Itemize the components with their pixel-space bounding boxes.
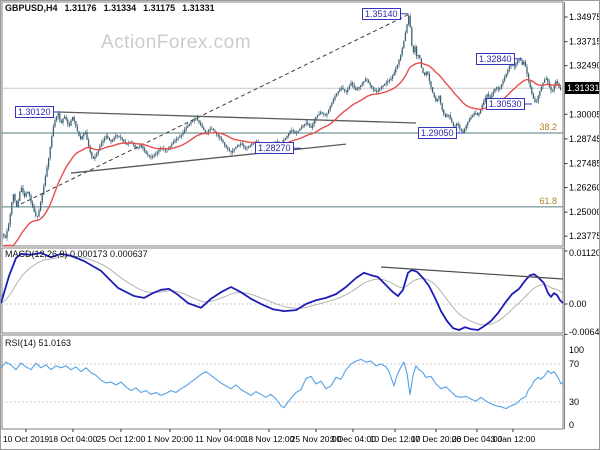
price-flag-13012: 1.30120	[15, 106, 54, 118]
time-axis-label[interactable]: 18 Nov 12:00	[244, 434, 295, 444]
chart-header: GBPUSD,H4 1.31176 1.31334 1.31175 1.3133…	[5, 3, 215, 13]
rsi-panel-area[interactable]	[1, 334, 564, 430]
rsi-line	[1, 358, 564, 410]
bar-close-value: 1.31331	[182, 3, 215, 13]
channel-trendline	[70, 143, 347, 174]
rsi-axis-label: 0	[569, 420, 574, 430]
macd-signal-line	[1, 255, 563, 326]
time-axis-label[interactable]: 3 Dec 04:00	[330, 434, 376, 444]
time-axis-label[interactable]: 17 Dec 20:00	[411, 434, 462, 444]
macd-indicator-label: MACD(12,26,9) 0.000173 0.000637	[5, 249, 148, 259]
time-axis-label[interactable]: 25 Oct 12:00	[97, 434, 146, 444]
symbol-period-label: GBPUSD,H4	[5, 3, 58, 13]
price-axis-label: 1.26260	[569, 183, 600, 193]
channel-trendline	[57, 111, 417, 124]
macd-axis-label: 0.011209	[569, 248, 600, 258]
rsi-axis-label: 30	[569, 397, 579, 407]
macd-axis-label: -0.00642	[569, 327, 600, 337]
price-flag-13284: 1.32840	[476, 53, 515, 65]
fib-level-label: 61.8	[539, 196, 557, 206]
macd-main-line	[1, 251, 564, 331]
price-flag-13053: 1.30530	[486, 98, 525, 110]
price-flag-12827: 1.28270	[255, 142, 294, 154]
actionforex-watermark: ActionForex.com	[101, 32, 252, 53]
rsi-axis-label: 70	[569, 359, 579, 369]
candle-bodies	[3, 15, 562, 238]
time-axis-label[interactable]: 1 Nov 20:00	[147, 434, 193, 444]
bar-low-value: 1.31175	[143, 3, 176, 13]
price-flag-12905: 1.29050	[418, 127, 457, 139]
time-axis-label[interactable]: 11 Nov 04:00	[195, 434, 245, 444]
fib-level-label: 38.2	[539, 122, 557, 132]
price-panel-area[interactable]	[1, 1, 564, 247]
price-axis-label: 1.28745	[569, 134, 600, 144]
price-axis-label: 1.33715	[569, 37, 600, 47]
time-axis-label[interactable]: 18 Oct 04:00	[49, 434, 98, 444]
time-axis-label[interactable]: 25 Nov 20:00	[291, 434, 342, 444]
price-flag-13514: 1.35140	[362, 8, 401, 20]
current-price-tag: 1.31331	[565, 82, 599, 94]
price-axis-label: 1.27485	[569, 159, 600, 169]
macd-panel-area[interactable]	[1, 247, 564, 334]
macd-trendline	[380, 266, 564, 280]
price-axis-label: 1.30005	[569, 109, 600, 119]
rsi-axis-label: 100	[569, 345, 584, 355]
time-axis-label[interactable]: 3 Jan 12:00	[491, 434, 536, 444]
price-axis-label: 1.25000	[569, 207, 600, 217]
price-axis-label: 1.32490	[569, 61, 600, 71]
bar-open-value: 1.31176	[64, 3, 97, 13]
price-axis-label: 1.23775	[569, 231, 600, 241]
time-axis-label[interactable]: 10 Oct 2019	[3, 434, 50, 444]
rsi-indicator-label: RSI(14) 51.0163	[5, 338, 72, 348]
time-axis-label[interactable]: 10 Dec 12:00	[370, 434, 421, 444]
dashed-trendline	[20, 13, 411, 205]
bar-high-value: 1.31334	[103, 3, 137, 13]
time-axis-label[interactable]: 26 Dec 04:00	[452, 434, 503, 444]
price-axis-label: 1.34975	[569, 12, 600, 22]
macd-axis-label: 0.00	[569, 299, 587, 309]
